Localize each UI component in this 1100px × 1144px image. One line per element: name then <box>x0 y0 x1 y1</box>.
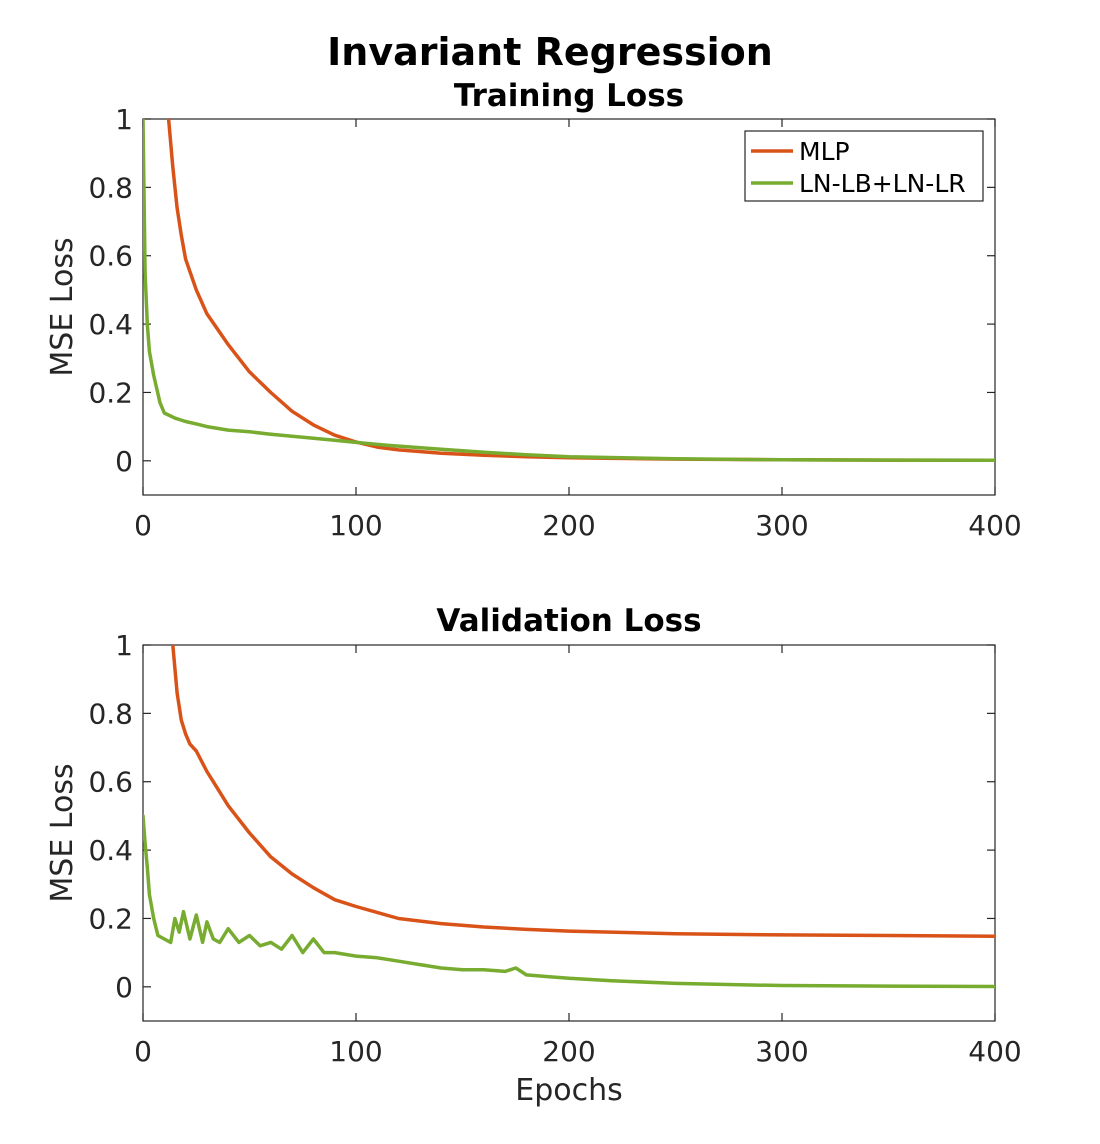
x-axis-label: Epochs <box>515 1073 623 1108</box>
legend-label: LN-LB+LN-LR <box>799 169 966 198</box>
chart-title: Validation Loss <box>436 603 701 639</box>
x-tick-label: 100 <box>329 1035 382 1068</box>
series-line-ln-lb-ln-lr <box>143 119 995 463</box>
y-axis-label: MSE Loss <box>45 237 80 376</box>
series-line-mlp <box>171 645 995 938</box>
y-axis-label: MSE Loss <box>45 763 80 902</box>
legend-label: MLP <box>799 137 850 166</box>
y-tick-label: 1 <box>115 629 133 662</box>
y-tick-label: 0.4 <box>88 834 133 867</box>
y-tick-label: 0.6 <box>88 766 133 799</box>
x-tick-label: 200 <box>542 1035 595 1068</box>
x-tick-label: 0 <box>134 1035 152 1068</box>
y-tick-label: 0.4 <box>88 308 133 341</box>
series-line-ln-lb-ln-lr <box>143 814 995 989</box>
chart-title: Training Loss <box>454 78 684 114</box>
x-tick-label: 200 <box>542 509 595 542</box>
x-tick-label: 400 <box>968 509 1021 542</box>
y-tick-label: 0.2 <box>88 376 133 409</box>
chart-panel-2: Validation Loss 0 100 200 300 400 0 0.2 0.4 0.6 0.… <box>45 603 1022 1108</box>
y-tick-label: 0 <box>115 445 133 478</box>
x-tick-label: 400 <box>968 1035 1021 1068</box>
y-tick-label: 0 <box>115 971 133 1004</box>
y-tick-label: 0.6 <box>88 240 133 273</box>
x-tick-label: 100 <box>329 509 382 542</box>
x-tick-label: 0 <box>134 509 152 542</box>
y-tick-label: 0.8 <box>88 697 133 730</box>
chart-panel-1: Training Loss 0 100 200 300 400 0 0.2 0.4 0.6 0.8 1… <box>45 78 1022 542</box>
x-tick-label: 300 <box>755 1035 808 1068</box>
figure-title: Invariant Regression <box>327 30 773 74</box>
plot-area-frame <box>142 644 996 1022</box>
y-tick-label: 1 <box>115 103 133 136</box>
legend-box <box>744 130 984 202</box>
y-tick-label: 0.2 <box>88 902 133 935</box>
x-tick-label: 300 <box>755 509 808 542</box>
y-tick-label: 0.8 <box>88 171 133 204</box>
